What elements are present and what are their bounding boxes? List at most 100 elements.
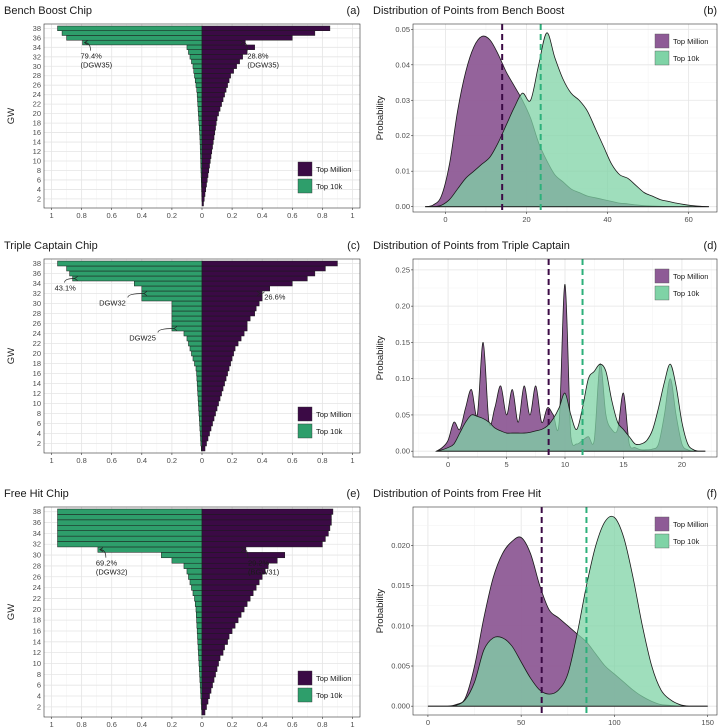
bar-top10k	[189, 579, 203, 586]
areas	[427, 515, 708, 707]
bar-top-million	[201, 39, 246, 46]
bar-top-million	[201, 638, 228, 645]
annotation-label: (DGW32)	[96, 568, 128, 577]
bar-top-million	[201, 425, 212, 432]
bar-top10k	[134, 280, 203, 287]
bar-top10k	[195, 606, 203, 613]
bar-top10k	[82, 39, 203, 46]
bar-top-million	[201, 584, 257, 591]
x-tick-label: 60	[684, 215, 692, 224]
bar-top-million	[201, 617, 239, 624]
panel-label: (d)	[704, 240, 717, 252]
bar-top-million	[201, 440, 207, 447]
annotation-label: DGW25	[129, 334, 156, 343]
panel-border	[412, 258, 718, 458]
bar-top10k	[57, 508, 203, 515]
bar-top10k	[189, 54, 203, 60]
legend-swatch-top-million	[654, 268, 670, 284]
y-tick-label: 10	[33, 659, 41, 668]
panel-border	[412, 506, 718, 716]
legend-swatch-top-10k	[654, 50, 670, 66]
x-tick-label: 0.2	[227, 720, 237, 727]
bar-top-million	[201, 153, 212, 159]
bar-top-million	[201, 186, 207, 193]
bar-top10k	[57, 525, 203, 531]
annotation-arrow	[260, 291, 265, 294]
bar-top-million	[201, 63, 237, 69]
bar-top-million	[201, 315, 251, 322]
panel-label: (e)	[347, 488, 360, 500]
y-tick-label: 0.04	[395, 60, 410, 69]
bar-top-million	[201, 385, 224, 392]
x-tick-label: 0.8	[317, 720, 327, 727]
bar-top10k	[192, 590, 203, 596]
area-top-10k	[436, 363, 706, 452]
panel-border	[43, 258, 361, 454]
y-tick-label: 0.02	[395, 131, 410, 140]
y-tick-label: 22	[33, 594, 41, 603]
bar-top10k	[197, 106, 203, 112]
legend-swatch-top-million	[297, 670, 313, 686]
panel-e: Free Hit Chip (e)246810121416182022242628…	[4, 488, 361, 727]
bar-top-million	[201, 92, 225, 98]
x-tick-label: 0.2	[167, 456, 177, 465]
bar-top-million	[201, 345, 236, 352]
y-tick-label: 34	[33, 279, 41, 288]
y-axis-title: GW	[6, 108, 17, 124]
bar-top-million	[201, 115, 218, 121]
bar-top-million	[201, 355, 233, 362]
bar-top10k	[196, 380, 203, 387]
bar-top10k	[196, 617, 203, 624]
y-tick-label: 16	[33, 128, 41, 137]
bar-top-million	[201, 25, 331, 31]
y-tick-label: 22	[33, 339, 41, 348]
panel-d: Distribution of Points from Triple Capta…	[373, 240, 718, 469]
annotation-arrow	[157, 328, 174, 333]
legend-label: Top Million	[673, 37, 708, 46]
y-tick-label: 18	[33, 119, 41, 128]
y-tick-label: 32	[33, 52, 41, 61]
panel-title: Free Hit Chip	[4, 488, 69, 500]
y-tick-label: 26	[33, 319, 41, 328]
bar-top-million	[201, 420, 213, 427]
bar-top-million	[201, 405, 218, 412]
x-tick-label: 0	[426, 718, 430, 727]
x-tick-label: 0	[446, 460, 450, 469]
bar-top10k	[171, 320, 203, 327]
annotation-arrow	[99, 549, 107, 558]
y-tick-label: 38	[33, 24, 41, 33]
bar-top10k	[199, 139, 203, 145]
bar-top10k	[72, 275, 203, 282]
y-axis-title: Probability	[375, 589, 386, 634]
y-tick-label: 4	[37, 185, 41, 194]
annotation-label: (DGW35)	[81, 61, 113, 70]
legend: Top Million Top 10k	[297, 670, 351, 703]
bar-top10k	[194, 595, 203, 602]
x-tick-label: 0.6	[106, 211, 116, 220]
y-tick-label: 16	[33, 626, 41, 635]
legend: Top Million Top 10k	[297, 161, 351, 194]
bar-top-million	[201, 134, 215, 140]
y-tick-label: 0.20	[395, 302, 410, 311]
y-tick-label: 24	[33, 90, 41, 99]
y-tick-label: 32	[33, 540, 41, 549]
y-tick-label: 12	[33, 648, 41, 657]
bar-top-million	[201, 628, 233, 634]
y-axis-title: GW	[6, 604, 17, 620]
y-tick-label: 30	[33, 551, 41, 560]
panel-title: Triple Captain Chip	[4, 240, 98, 252]
bar-top10k	[191, 350, 203, 357]
x-tick-label: 0.4	[137, 211, 147, 220]
annotation-arrowhead	[240, 40, 244, 45]
legend: Top Million Top 10k	[654, 33, 708, 66]
bar-top10k	[196, 628, 203, 634]
bar-top-million	[201, 290, 263, 297]
y-axis-title: Probability	[375, 96, 386, 141]
legend-label: Top 10k	[316, 182, 343, 191]
bars	[57, 25, 331, 207]
bar-top10k	[198, 405, 203, 412]
bar-top-million	[201, 660, 219, 667]
panel-b: Distribution of Points from Bench Boost (…	[373, 5, 718, 224]
